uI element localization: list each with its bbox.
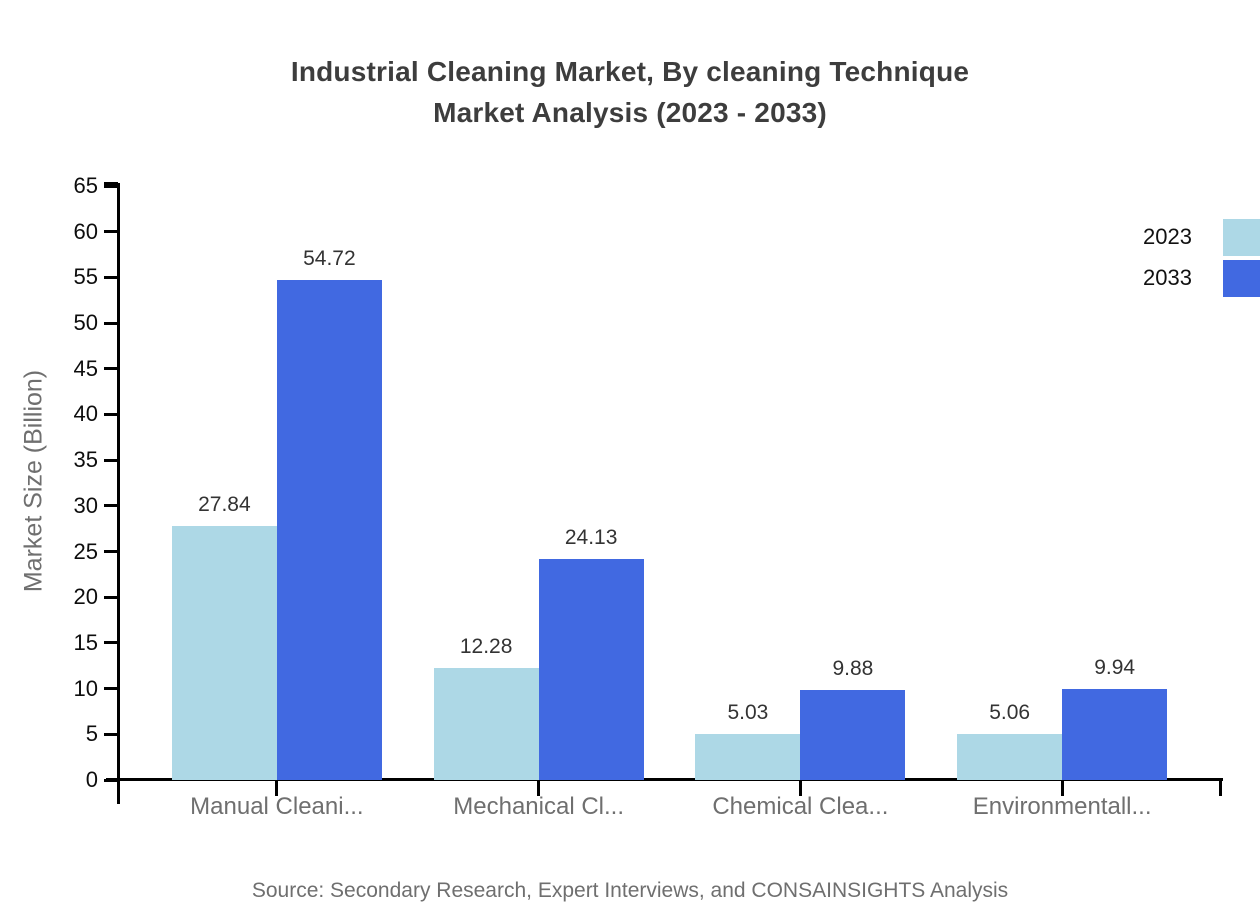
y-tick-label: 30 bbox=[73, 492, 98, 518]
bar-2033-cat3 bbox=[800, 689, 906, 780]
chart-title-line2: Market Analysis (2023 - 2033) bbox=[433, 97, 827, 128]
y-tick bbox=[104, 550, 118, 554]
bar-2023-cat1 bbox=[171, 525, 277, 780]
y-tick-label: 10 bbox=[73, 675, 98, 701]
y-tick-label: 35 bbox=[73, 447, 98, 473]
legend-row-2023: 2023 bbox=[1143, 218, 1260, 256]
legend-row-2033: 2033 bbox=[1143, 259, 1260, 297]
y-tick-label: 65 bbox=[73, 173, 98, 198]
y-tick bbox=[104, 230, 118, 234]
y-tick bbox=[104, 504, 118, 508]
bar-2023-cat3 bbox=[695, 734, 801, 780]
bar-value-label: 12.28 bbox=[459, 634, 513, 658]
y-tick-label: 25 bbox=[73, 538, 98, 564]
y-tick bbox=[104, 275, 118, 279]
bar-2033-cat1 bbox=[276, 279, 382, 780]
bar-2023-cat4 bbox=[957, 733, 1063, 780]
x-tick bbox=[1060, 781, 1064, 796]
y-tick-label: 50 bbox=[73, 310, 98, 336]
y-tick-label: 60 bbox=[73, 218, 98, 244]
category-label: Manual Cleani... bbox=[190, 793, 364, 820]
y-tick bbox=[104, 321, 118, 325]
bar-value-label: 24.13 bbox=[564, 526, 618, 550]
bar-value-label: 5.03 bbox=[727, 701, 769, 725]
y-tick bbox=[104, 412, 118, 416]
bar-value-label: 54.72 bbox=[303, 246, 356, 270]
y-tick-label: 15 bbox=[73, 629, 98, 655]
legend-swatch-2023 bbox=[1223, 218, 1260, 256]
legend: 2023 2033 bbox=[1143, 218, 1260, 297]
y-tick bbox=[104, 595, 118, 599]
bar-value-label: 5.06 bbox=[989, 700, 1031, 724]
source-note: Source: Secondary Research, Expert Inter… bbox=[251, 879, 1009, 902]
x-tick bbox=[537, 781, 541, 796]
y-tick-label: 0 bbox=[85, 767, 98, 792]
bar-value-label: 9.88 bbox=[832, 656, 874, 680]
legend-label-2033: 2033 bbox=[1143, 265, 1192, 290]
y-tick-label: 40 bbox=[73, 401, 98, 427]
x-axis-line bbox=[106, 778, 1223, 781]
category-label: Environmentall... bbox=[972, 793, 1152, 820]
legend-swatch-2033 bbox=[1223, 259, 1260, 297]
chart-title-line1: Industrial Cleaning Market, By cleaning … bbox=[290, 56, 970, 87]
bar-2033-cat4 bbox=[1062, 689, 1168, 780]
y-tick bbox=[104, 458, 118, 462]
x-tick bbox=[275, 781, 279, 796]
y-tick bbox=[104, 778, 118, 782]
y-tick-label: 55 bbox=[73, 264, 98, 290]
bar-value-label: 27.84 bbox=[198, 492, 251, 516]
y-tick-label: 45 bbox=[73, 355, 98, 381]
bar-2023-cat2 bbox=[433, 667, 539, 780]
y-tick bbox=[104, 184, 118, 188]
x-tick bbox=[798, 781, 802, 796]
x-axis-endcap-tick bbox=[1219, 781, 1222, 796]
chart-title: Industrial Cleaning Market, By cleaning … bbox=[0, 51, 1260, 133]
y-tick bbox=[104, 641, 118, 645]
y-tick-label: 5 bbox=[85, 721, 98, 747]
y-axis-endcap-tick bbox=[104, 182, 118, 185]
category-label: Chemical Clea... bbox=[712, 793, 889, 820]
y-tick-label: 20 bbox=[73, 584, 98, 610]
bar-value-label: 9.94 bbox=[1094, 656, 1136, 680]
y-axis-line bbox=[117, 183, 120, 804]
y-tick bbox=[104, 732, 118, 736]
y-tick bbox=[104, 687, 118, 691]
bar-2033-cat2 bbox=[538, 559, 644, 780]
y-tick bbox=[104, 367, 118, 371]
legend-label-2023: 2023 bbox=[1143, 224, 1192, 249]
category-label: Mechanical Cl... bbox=[453, 793, 624, 820]
